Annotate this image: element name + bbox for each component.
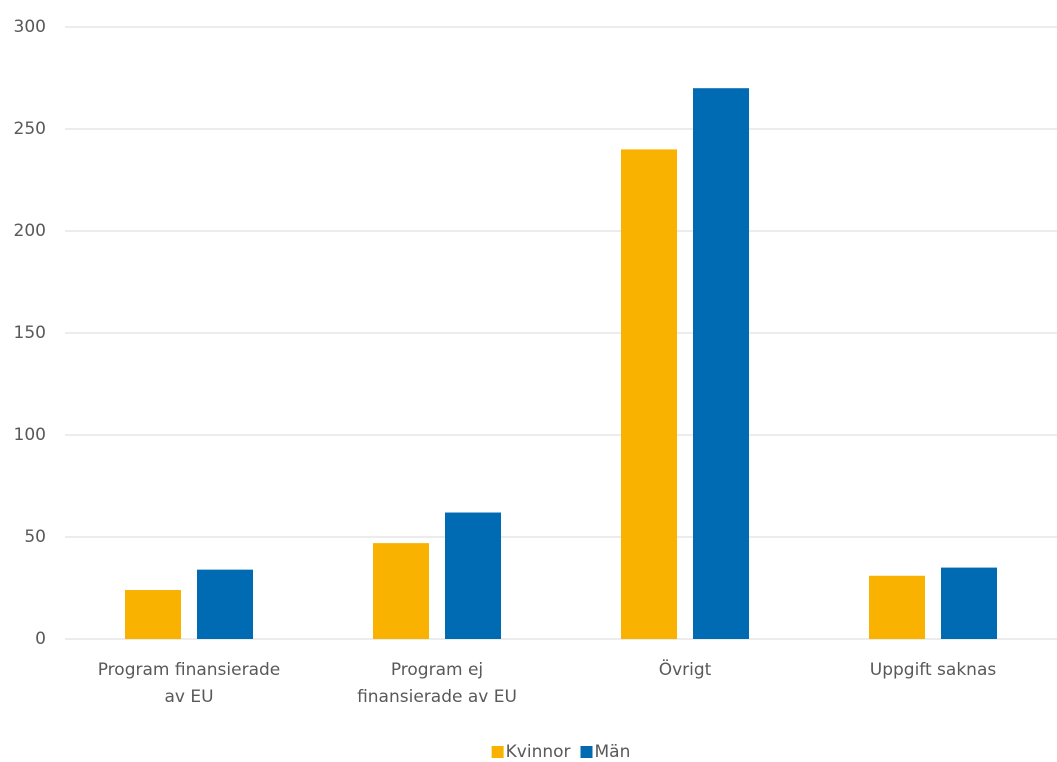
y-tick-label: 0 [35,629,46,649]
legend-label: Män [595,742,631,762]
y-tick-label: 250 [14,119,46,139]
x-tick-label: Uppgift saknas [870,660,997,680]
bar [197,569,253,639]
bar [869,575,925,639]
y-tick-label: 200 [14,221,46,241]
bar [445,512,501,639]
y-tick-label: 300 [14,17,46,37]
legend-label: Kvinnor [506,742,571,762]
x-tick-label: Program ej finansierade av EU [357,660,517,707]
bar [693,88,749,639]
y-tick-label: 50 [24,527,46,547]
bar [621,149,677,639]
bar [941,567,997,639]
y-tick-label: 100 [14,425,46,445]
bar [373,543,429,639]
bar [125,590,181,639]
x-tick-label: Övrigt [659,658,712,680]
legend-swatch [491,746,504,758]
y-tick-label: 150 [14,323,46,343]
x-tick-label: Program finansierade av EU [98,660,281,707]
legend: Kvinnor Män [491,742,631,762]
legend-swatch [580,746,593,758]
